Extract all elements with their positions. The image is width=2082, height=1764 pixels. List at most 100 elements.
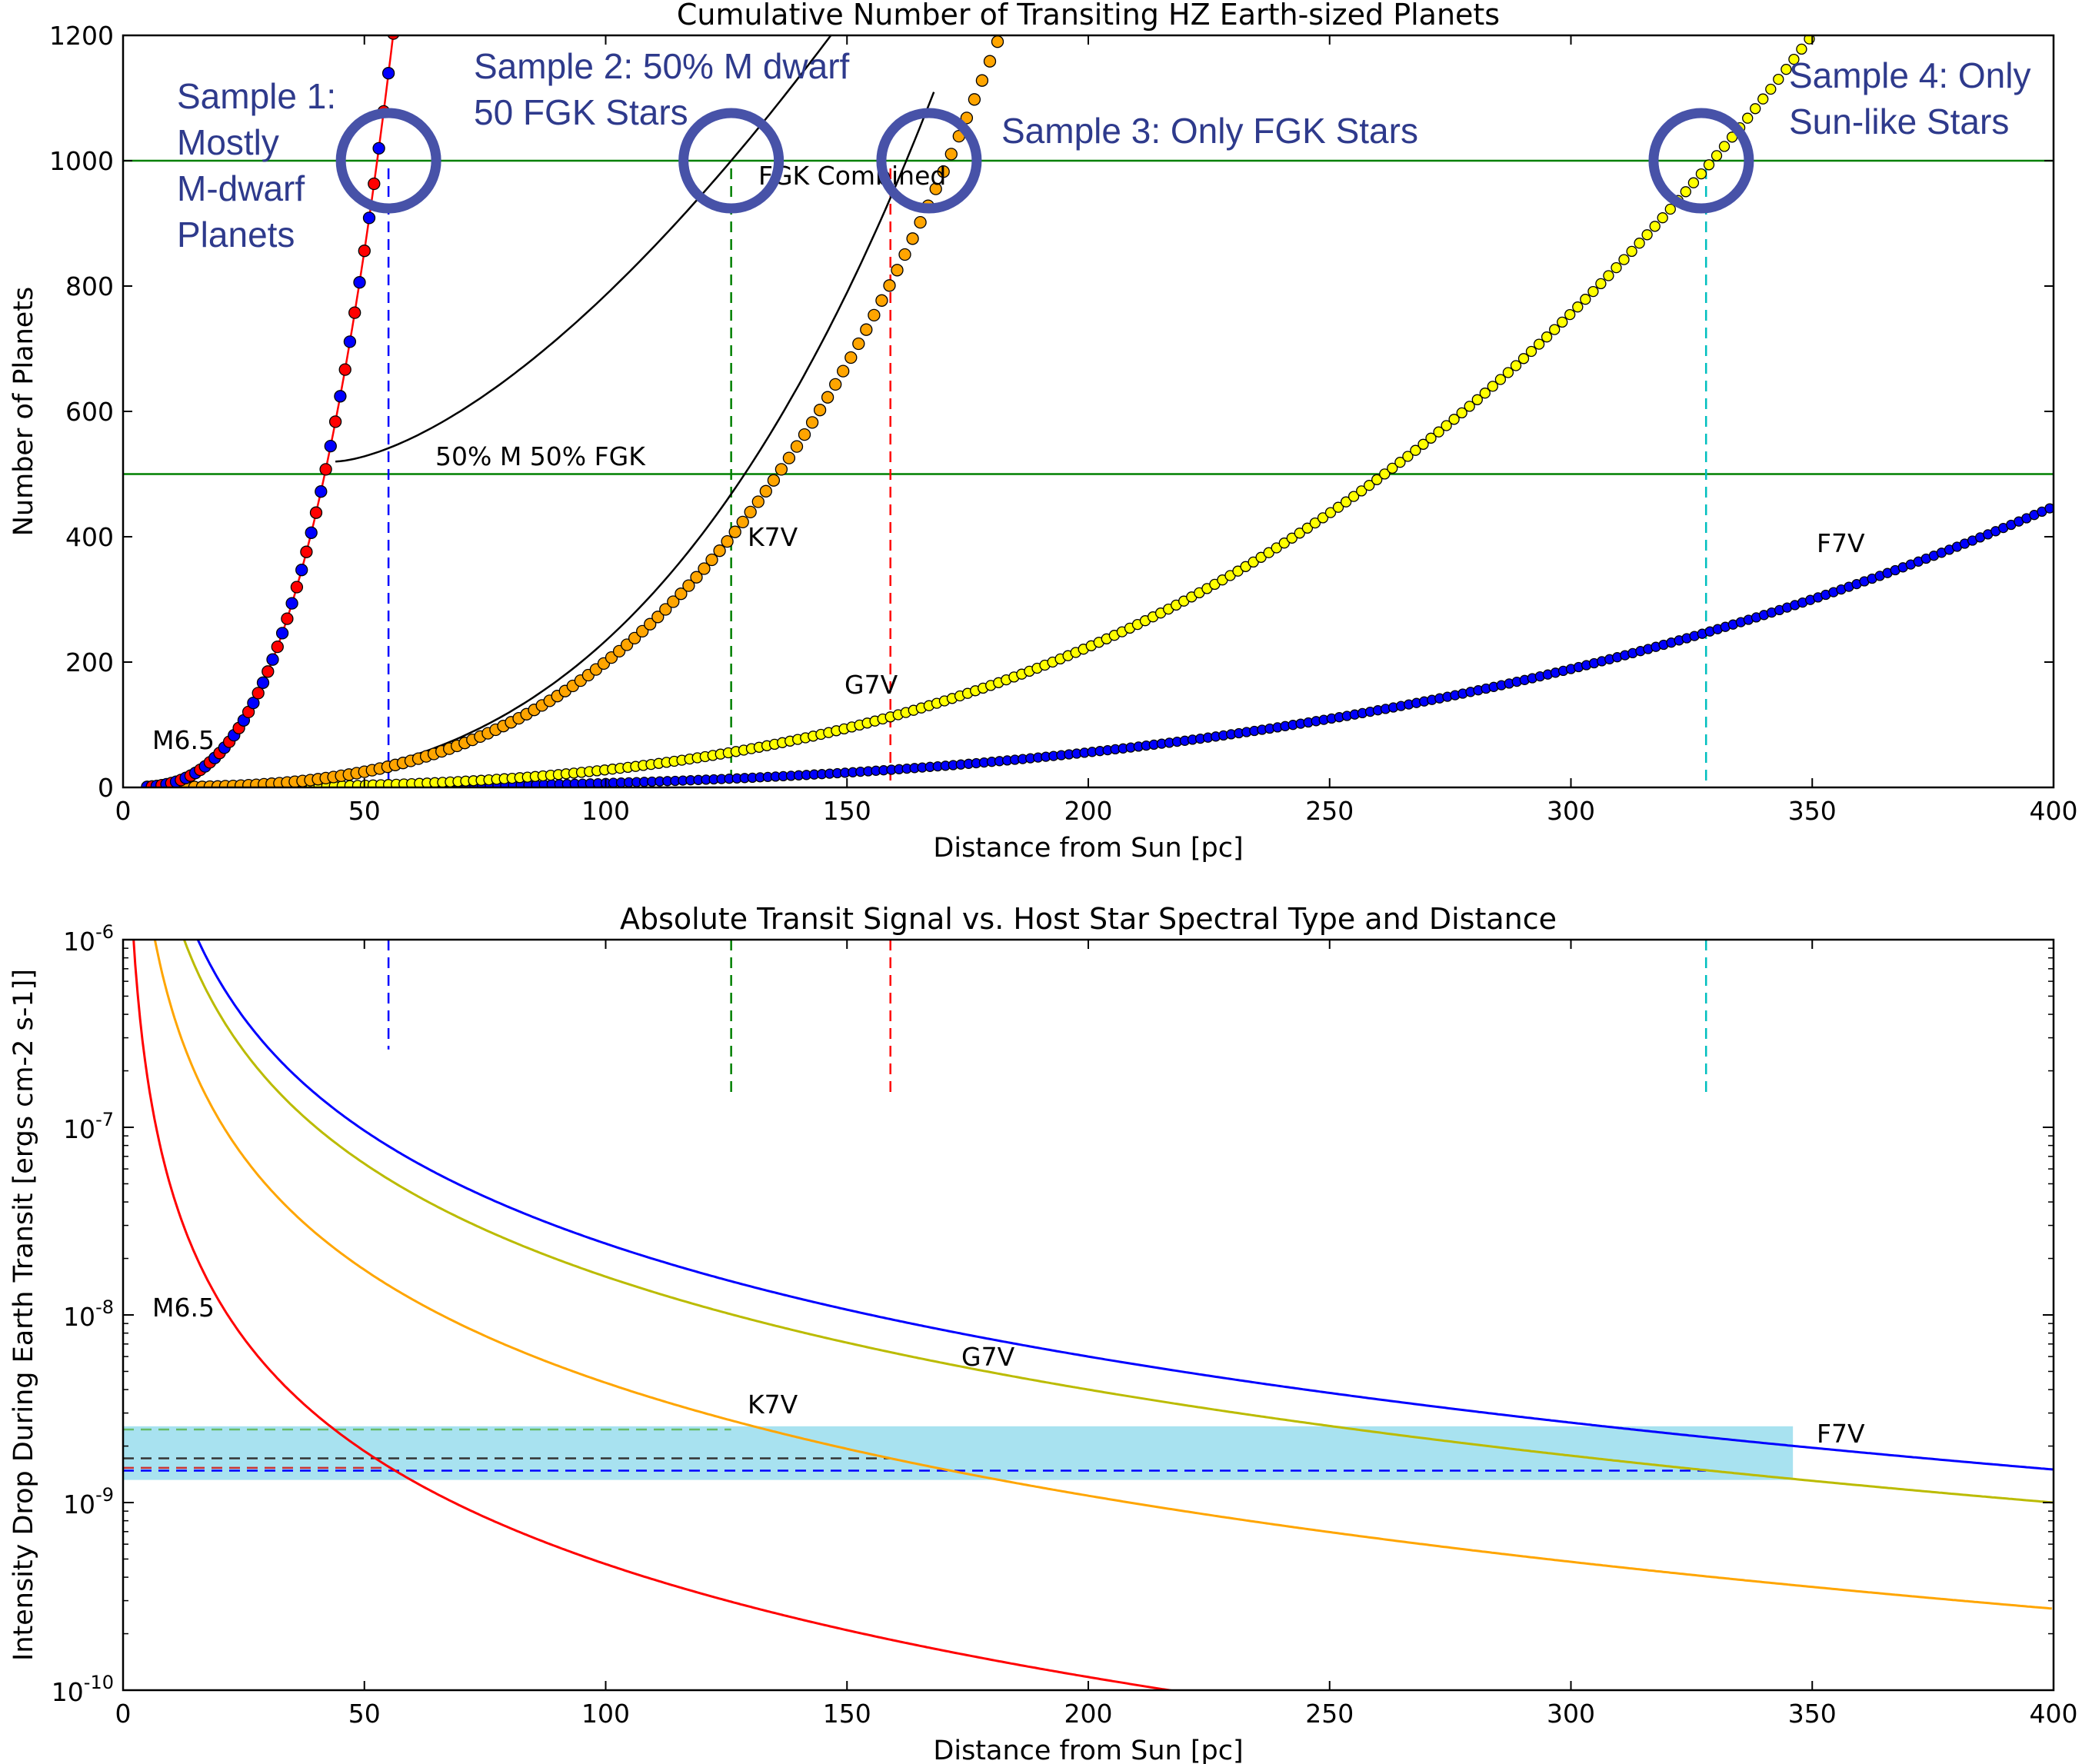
f7v-markers [214, 503, 2054, 787]
g7v-point [1510, 360, 1522, 371]
k7v-point [929, 182, 942, 195]
m65-point [319, 463, 332, 476]
m65-point [328, 415, 342, 428]
y-tick-label: 1000 [49, 146, 114, 176]
g7v-point [1525, 345, 1537, 358]
m65-point [252, 687, 265, 700]
g7v-point [1649, 221, 1661, 232]
sample-circle-2 [678, 108, 784, 214]
g7v-point [1332, 501, 1344, 513]
chart1-plot-area [123, 24, 2054, 787]
y-tick-label: 10-8 [63, 1296, 114, 1332]
k7v-point [736, 515, 749, 529]
x-tick-label: 300 [1547, 1699, 1595, 1729]
y-tick-label: 10-6 [63, 921, 114, 957]
x-tick-label: 50 [348, 796, 381, 826]
k7v-point [759, 484, 772, 498]
k7v-point [975, 74, 989, 87]
g7v-point [1464, 401, 1475, 412]
sample4-annotation: Sample 4: Only Sun-like Stars [1789, 55, 2040, 141]
chart1-label-m65: M6.5 [152, 725, 215, 755]
g7v-point [1796, 43, 1807, 55]
m65-point [295, 564, 308, 577]
chart1-label-50m50fgk: 50% M 50% FGK [435, 441, 646, 471]
g7v-point [1618, 254, 1630, 265]
k7v-point [628, 631, 641, 645]
m65-point [305, 526, 318, 539]
chart1-ylabel: Number of Planets [8, 287, 39, 537]
g7v-point [1471, 394, 1483, 405]
chart2-xlabel: Distance from Sun [pc] [933, 1736, 1243, 1764]
sample2-line2: 50 FGK Stars [474, 92, 688, 132]
k7v-point [690, 571, 703, 584]
g7v-point [1812, 24, 1822, 34]
m65-point [309, 506, 323, 519]
g7v-point [1448, 414, 1460, 425]
sample1-annotation: Sample 1: Mostly M-dwarf Planets [177, 76, 346, 255]
g7v-point [1541, 331, 1553, 343]
k7v-point [767, 474, 781, 487]
m65-point [281, 612, 294, 625]
sample1-line2: Mostly [177, 122, 279, 162]
x-tick-label: 100 [581, 1699, 630, 1729]
chart1-xlabel: Distance from Sun [pc] [933, 833, 1243, 864]
x-tick-label: 0 [115, 796, 132, 826]
g7v-point [1494, 374, 1507, 385]
g7v-point [1657, 212, 1668, 224]
k7v-point [937, 165, 950, 178]
g7v-point [1324, 507, 1337, 518]
k7v-point [636, 624, 649, 638]
g7v-point [1340, 496, 1352, 508]
sample2-annotation: Sample 2: 50% M dwarf 50 FGK Stars [474, 46, 859, 132]
g7v-point [1517, 353, 1530, 364]
m65-point [261, 665, 275, 678]
m65-point [290, 581, 304, 594]
k7v-point [898, 248, 911, 261]
g7v-point [1379, 468, 1391, 480]
chart2-label-k7v: K7V [748, 1390, 798, 1420]
k7v-point [659, 603, 672, 616]
y-tick-label: 1200 [49, 21, 114, 51]
g7v-point [1549, 324, 1561, 335]
g7v-point [1703, 159, 1715, 171]
x-tick-label: 400 [2030, 796, 2078, 826]
y-tick-label: 10-10 [52, 1672, 114, 1707]
sample4-line2: Sun-like Stars [1789, 102, 2009, 141]
x-tick-label: 250 [1305, 1699, 1354, 1729]
chart2-label-m65: M6.5 [152, 1293, 215, 1323]
k7v-point [798, 428, 811, 441]
chart2-frame [122, 938, 2055, 1692]
g7v-point [1641, 229, 1653, 241]
x-tick-label: 150 [823, 1699, 871, 1729]
x-tick-label: 0 [115, 1699, 132, 1729]
k7v-point [914, 215, 927, 229]
m65-point [372, 141, 385, 155]
g7v-point [1664, 203, 1676, 215]
g7v-point [1286, 532, 1298, 544]
g7v-point [1356, 485, 1367, 497]
y-tick-label: 600 [65, 397, 114, 427]
k7v-point [906, 232, 919, 245]
y-tick-label: 10-7 [63, 1109, 114, 1144]
g7v-point [1773, 73, 1784, 85]
x-tick-label: 150 [823, 796, 871, 826]
k7v-point [837, 364, 850, 378]
k7v-point [983, 55, 997, 68]
g7v-point [1387, 462, 1398, 474]
chart2-ylabel: Intensity Drop During Earth Transit [erg… [8, 969, 39, 1661]
x-tick-label: 350 [1788, 796, 1837, 826]
f7v-signal-curve [196, 940, 2054, 1471]
k7v-point [883, 279, 896, 292]
k7v-point [991, 35, 1004, 48]
g7v-point [1680, 186, 1691, 198]
g7v-point [1634, 238, 1645, 249]
g7v-point [1533, 338, 1545, 350]
k7v-point [782, 451, 796, 464]
m65-point [343, 335, 357, 348]
g7v-point [1711, 150, 1723, 161]
m65-point [247, 696, 260, 710]
y-tick-label: 400 [65, 522, 114, 552]
g7v-point [1742, 112, 1754, 124]
k7v-signal-curve [153, 940, 2052, 1610]
